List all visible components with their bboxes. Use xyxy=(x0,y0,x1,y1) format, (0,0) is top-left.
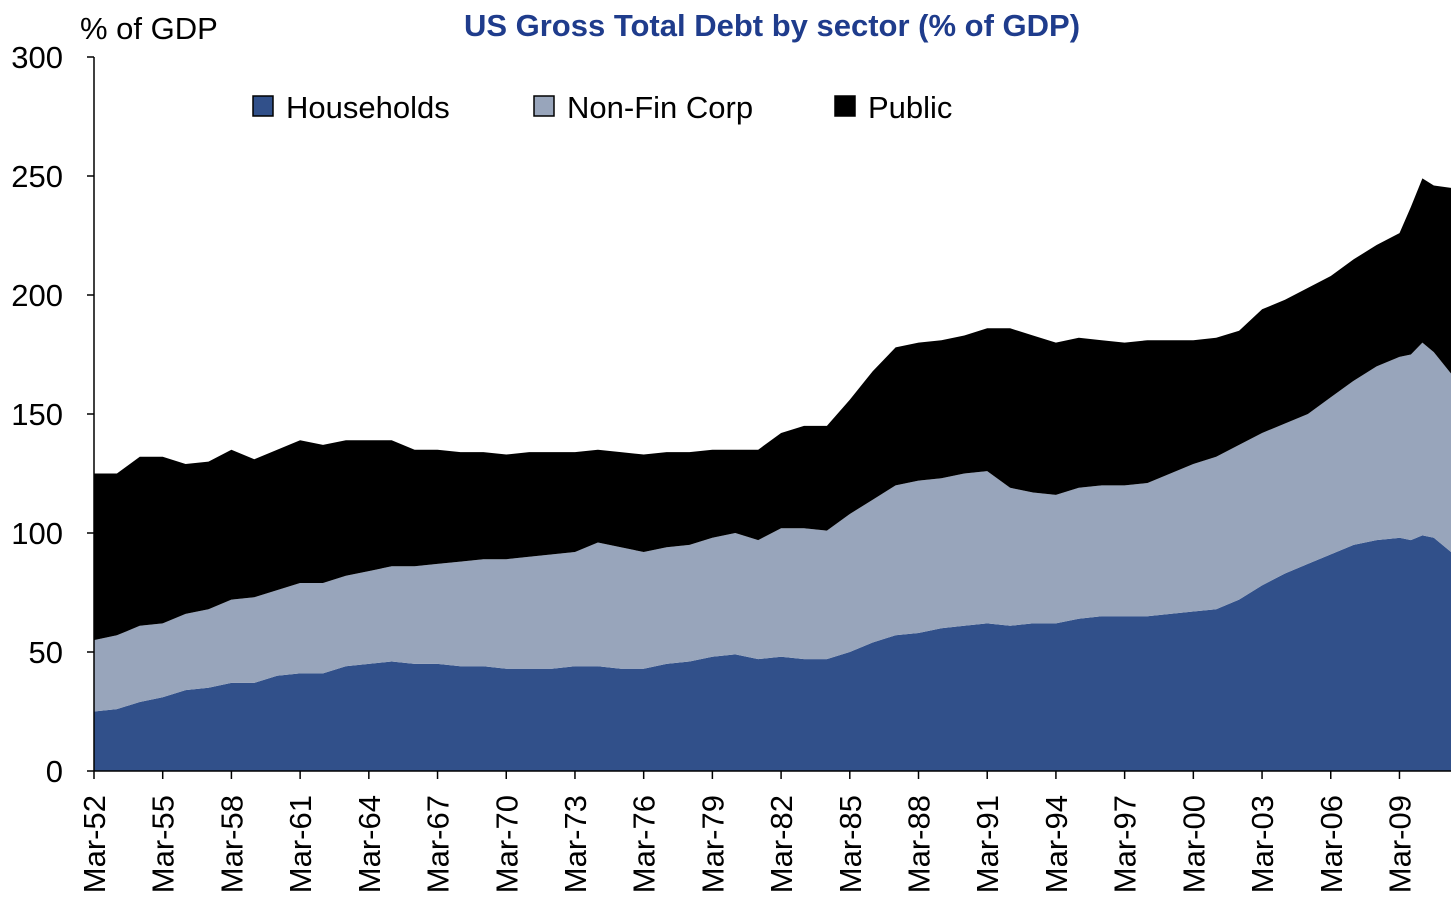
y-tick-label: 150 xyxy=(11,397,63,432)
area-public xyxy=(94,178,1451,641)
chart-title: US Gross Total Debt by sector (% of GDP) xyxy=(464,8,1080,43)
x-tick-label: Mar-94 xyxy=(1039,795,1074,893)
x-tick-label: Mar-70 xyxy=(489,795,524,893)
legend: Households Non-Fin Corp Public xyxy=(252,90,952,125)
legend-item-public: Public xyxy=(834,90,952,125)
legend-item-households: Households xyxy=(252,90,450,125)
x-tick-label: Mar-09 xyxy=(1383,795,1418,893)
legend-swatch-public xyxy=(834,95,856,117)
y-tick-label: 250 xyxy=(11,159,63,194)
x-tick-label: Mar-76 xyxy=(627,795,662,893)
x-tick-label: Mar-82 xyxy=(764,795,799,893)
x-tick-label: Mar-79 xyxy=(695,795,730,893)
legend-swatch-non-fin-corp xyxy=(533,95,555,117)
area-households xyxy=(94,535,1451,771)
x-tick-label: Mar-85 xyxy=(833,795,868,893)
y-tick-label: 300 xyxy=(11,40,63,75)
x-axis-ticks: Mar-52 Mar-55 Mar-58 Mar-61 Mar-64 Mar-67 Mar-… xyxy=(77,771,1418,893)
x-tick-label: Mar-58 xyxy=(214,795,249,893)
y-axis-unit-label: % of GDP xyxy=(80,11,218,46)
legend-swatch-households xyxy=(252,95,274,117)
y-axis-ticks: 0 50 100 150 200 250 300 xyxy=(11,40,94,789)
stacked-areas xyxy=(94,178,1451,771)
y-tick-label: 50 xyxy=(29,635,63,670)
y-tick-label: 100 xyxy=(11,516,63,551)
legend-item-non-fin-corp: Non-Fin Corp xyxy=(533,90,753,125)
x-tick-label: Mar-91 xyxy=(970,795,1005,893)
x-tick-label: Mar-52 xyxy=(77,795,112,893)
x-tick-label: Mar-73 xyxy=(558,795,593,893)
x-tick-label: Mar-97 xyxy=(1108,795,1143,893)
legend-label-households: Households xyxy=(286,90,450,125)
x-tick-label: Mar-06 xyxy=(1314,795,1349,893)
legend-label-non-fin-corp: Non-Fin Corp xyxy=(567,90,753,125)
x-tick-label: Mar-61 xyxy=(283,795,318,893)
x-tick-label: Mar-55 xyxy=(146,795,181,893)
x-tick-label: Mar-64 xyxy=(352,795,387,893)
y-tick-label: 0 xyxy=(46,754,63,789)
y-tick-label: 200 xyxy=(11,278,63,313)
area-non-fin-corp xyxy=(94,342,1451,712)
x-tick-label: Mar-03 xyxy=(1245,795,1280,893)
x-tick-label: Mar-88 xyxy=(902,795,937,893)
x-tick-label: Mar-67 xyxy=(421,795,456,893)
x-tick-label: Mar-00 xyxy=(1176,795,1211,893)
legend-label-public: Public xyxy=(868,90,952,125)
